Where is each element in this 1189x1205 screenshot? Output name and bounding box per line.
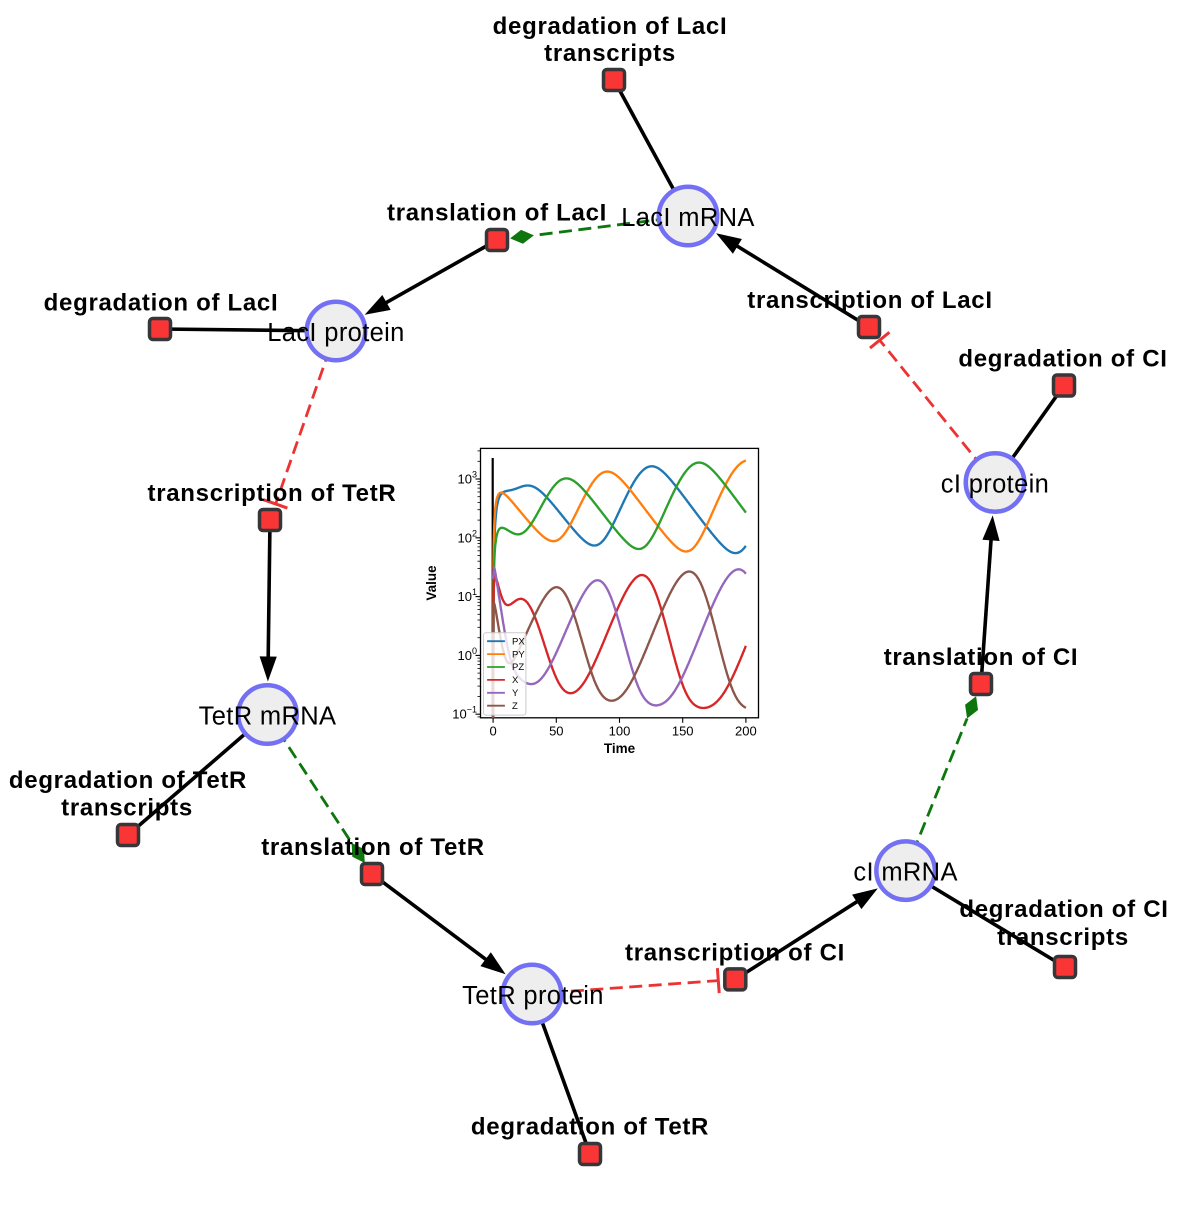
svg-text:translation of LacI: translation of LacI — [387, 200, 607, 227]
svg-text:Value: Value — [424, 565, 439, 601]
svg-text:0: 0 — [489, 723, 496, 738]
svg-text:transcription of TetR: transcription of TetR — [148, 480, 397, 507]
svg-text:Time: Time — [604, 741, 636, 756]
svg-text:degradation of LacI: degradation of LacI — [44, 290, 279, 317]
svg-text:50: 50 — [549, 723, 563, 738]
svg-text:100: 100 — [609, 723, 631, 738]
svg-text:translation of CI: translation of CI — [884, 644, 1079, 671]
svg-text:LacI protein: LacI protein — [267, 319, 404, 347]
svg-text:Y: Y — [512, 688, 519, 699]
svg-text:degradation of TetR: degradation of TetR — [471, 1114, 709, 1141]
svg-text:cI protein: cI protein — [941, 471, 1049, 499]
svg-text:200: 200 — [735, 723, 757, 738]
svg-text:PX: PX — [512, 636, 525, 647]
svg-text:transcription of LacI: transcription of LacI — [747, 287, 992, 314]
svg-text:degradation of CI: degradation of CI — [959, 896, 1168, 923]
svg-text:degradation of LacI: degradation of LacI — [493, 13, 728, 40]
svg-text:translation of TetR: translation of TetR — [261, 834, 485, 861]
svg-text:TetR protein: TetR protein — [462, 982, 604, 1010]
svg-text:transcripts: transcripts — [544, 40, 676, 67]
svg-text:X: X — [512, 675, 519, 686]
svg-text:PY: PY — [512, 649, 525, 660]
svg-text:degradation of TetR: degradation of TetR — [9, 767, 247, 794]
svg-text:Z: Z — [512, 701, 518, 712]
svg-text:TetR mRNA: TetR mRNA — [199, 703, 337, 731]
svg-text:transcription of CI: transcription of CI — [625, 940, 845, 967]
svg-text:cI mRNA: cI mRNA — [853, 859, 957, 887]
svg-text:transcripts: transcripts — [61, 795, 193, 822]
svg-text:LacI mRNA: LacI mRNA — [621, 204, 755, 232]
svg-text:150: 150 — [672, 723, 694, 738]
svg-text:PZ: PZ — [512, 662, 524, 673]
svg-text:degradation of CI: degradation of CI — [958, 346, 1167, 373]
svg-text:transcripts: transcripts — [997, 924, 1129, 951]
